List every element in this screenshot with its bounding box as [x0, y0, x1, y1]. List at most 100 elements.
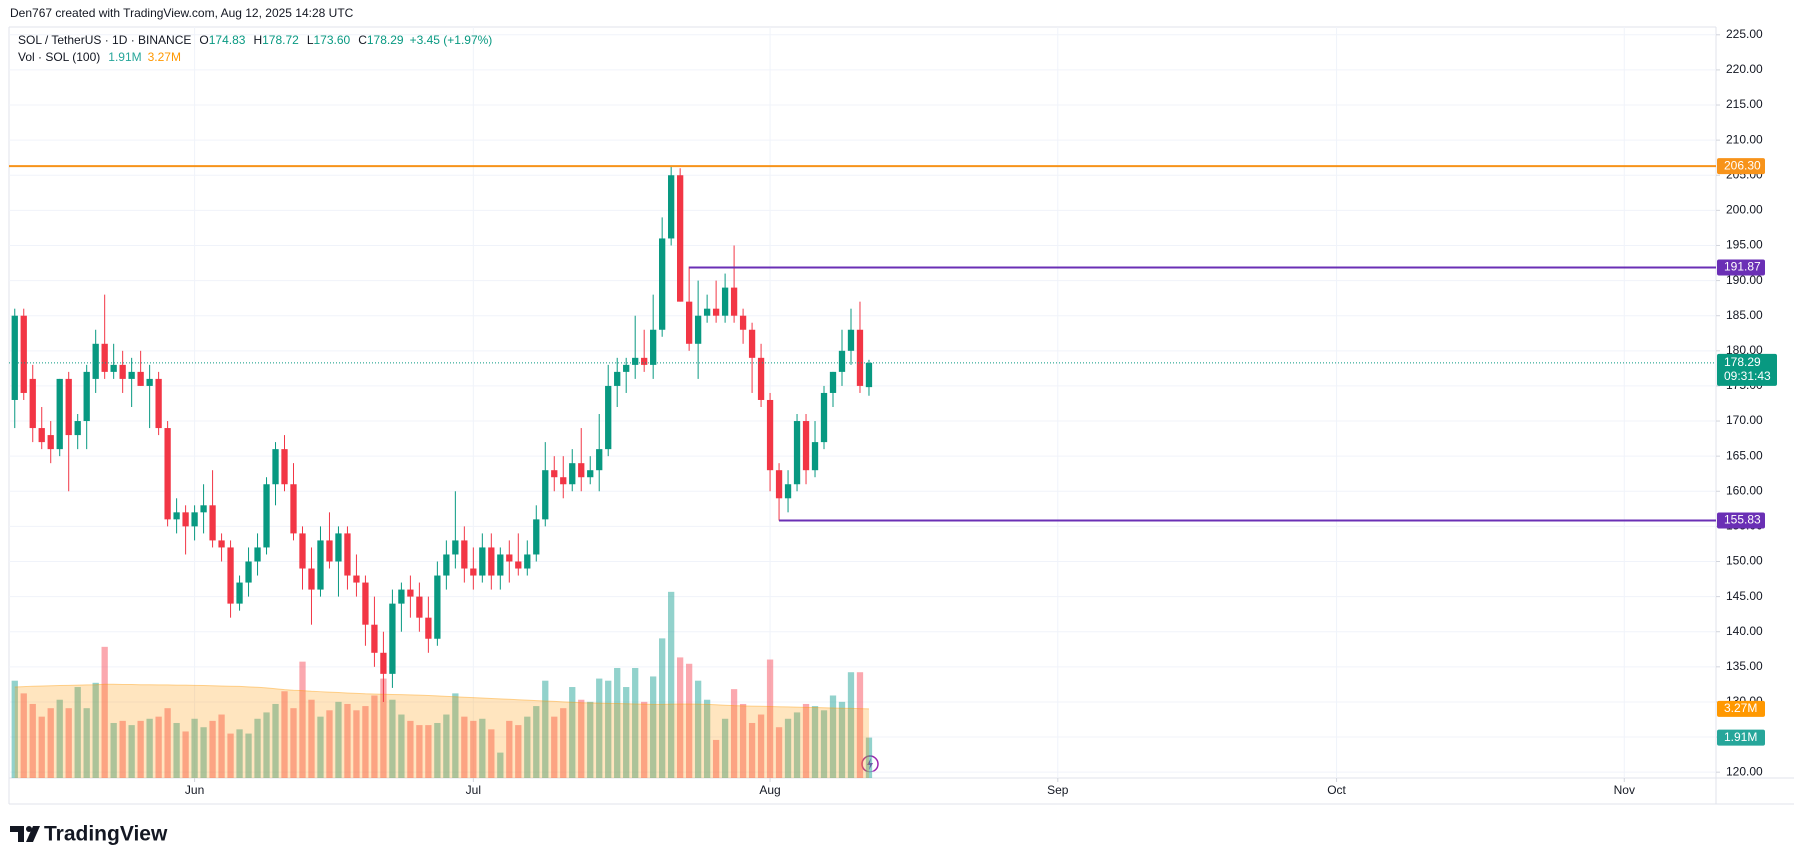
volume-bar [461, 716, 468, 778]
candle-body [479, 547, 486, 576]
volume-bar [802, 703, 810, 778]
candle-body [569, 463, 576, 485]
legend-item: H [253, 33, 262, 47]
candle-body [263, 484, 270, 548]
volume-bar [865, 737, 873, 778]
candle-body [452, 540, 459, 555]
volume-bar [551, 716, 558, 778]
logo-dot [26, 826, 32, 832]
volume-bar [542, 680, 549, 778]
candle-body [335, 533, 342, 562]
volume-bar [452, 693, 459, 778]
volume-bar [569, 687, 576, 778]
candle-body [317, 540, 324, 590]
level-label: 206.30 [1724, 158, 1761, 172]
y-tick-label: 140.00 [1726, 624, 1763, 638]
volume-bar [811, 706, 819, 778]
candle-body [802, 421, 810, 471]
volume-bar [425, 725, 432, 778]
candle-body [173, 512, 180, 520]
volume-bar [110, 722, 117, 778]
volume-bar [155, 716, 162, 778]
level-label-bg [1717, 259, 1765, 276]
candle-body [47, 435, 54, 450]
volume-ma-line [14, 683, 869, 710]
candle-body [775, 470, 783, 499]
volume-bar [164, 708, 171, 778]
legend-item: 178.72 [262, 33, 299, 47]
candle-body [38, 428, 45, 443]
volume-bar [730, 689, 738, 778]
candle-body [11, 315, 18, 400]
volume-bar [146, 718, 153, 778]
volume-bar [119, 720, 126, 778]
volume-ma-label-bg [1717, 700, 1765, 717]
volume-bar [290, 708, 297, 778]
volume-bar [200, 727, 207, 778]
volume-label: 1.91M [1724, 730, 1757, 744]
y-tick-label: 170.00 [1726, 413, 1763, 427]
volume-bar [101, 646, 108, 778]
volume-bar [703, 699, 711, 778]
x-tick-label: Jun [185, 783, 204, 797]
volume-bar [829, 695, 837, 778]
volume-bar [443, 714, 450, 778]
candle-body [245, 561, 252, 583]
candle-body [434, 575, 441, 639]
level-label: 155.83 [1724, 513, 1761, 527]
volume-bar [92, 682, 99, 778]
candle-body [218, 540, 225, 548]
volume-bar [326, 710, 333, 778]
y-tick-label: 160.00 [1726, 483, 1763, 497]
candle-body [542, 470, 549, 520]
volume-ma-label: 3.27M [1724, 701, 1757, 715]
volume-bar [245, 733, 252, 778]
candle-body [578, 463, 585, 478]
volume-bar [479, 718, 486, 778]
volume-bar [182, 731, 189, 778]
volume-bar [272, 703, 279, 778]
candle-body [380, 652, 387, 674]
logo-text: TradingView [44, 823, 168, 846]
volume-bar [218, 714, 225, 778]
countdown-label: 09:31:43 [1724, 369, 1771, 383]
volume-bar [757, 714, 765, 778]
candle-body [137, 371, 144, 386]
x-tick-label: Oct [1327, 783, 1346, 797]
candle-body [344, 533, 351, 576]
volume-bar [344, 703, 351, 778]
x-tick-label: Jul [466, 783, 481, 797]
candle-body [281, 449, 288, 485]
volume-bar [434, 722, 441, 778]
volume-bar [380, 678, 387, 778]
volume-bar [685, 663, 693, 778]
candle-body [551, 470, 558, 478]
candle-body [712, 308, 720, 316]
candle-body [533, 519, 540, 555]
candle-body [784, 484, 792, 499]
candle-body [155, 378, 162, 429]
candle-body [721, 287, 729, 316]
volume-bar [20, 693, 27, 778]
candle-body [128, 371, 135, 379]
last-price-label: 178.29 [1724, 355, 1761, 369]
legend-line: SOL / TetherUS · 1D · BINANCE O174.83 H178… [18, 33, 492, 47]
volume-bar [587, 701, 594, 778]
candle-body [605, 385, 612, 450]
y-tick-label: 145.00 [1726, 589, 1763, 603]
candle-body [398, 589, 405, 604]
candle-body [614, 371, 621, 386]
volume-bar [775, 727, 783, 778]
volume-bar [676, 657, 684, 778]
volume-bar [11, 680, 18, 778]
volume-bar [533, 706, 540, 778]
volume-bar [65, 708, 72, 778]
candle-body [748, 329, 756, 358]
volume-bar [47, 708, 54, 778]
legend-item: L [307, 33, 314, 47]
legend-line: Vol · SOL (100) 1.91M 3.27M [18, 50, 181, 64]
candle-body [308, 568, 315, 590]
candle-body [659, 238, 666, 330]
